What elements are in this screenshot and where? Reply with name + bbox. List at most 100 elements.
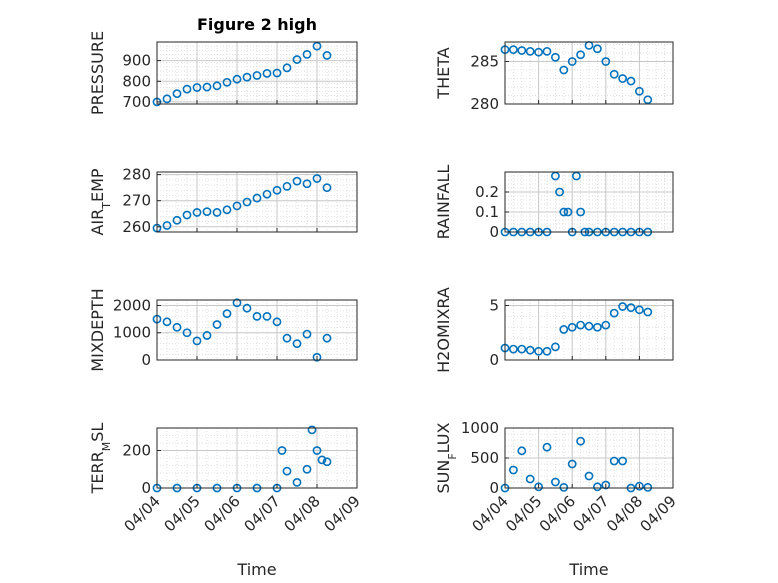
data-point	[601, 480, 611, 490]
data-point	[601, 57, 611, 66]
y-tick-label: 285	[470, 53, 499, 71]
data-point	[609, 308, 619, 318]
y-tick-label: 0	[141, 479, 151, 497]
x-tick-label: 04/08	[281, 492, 324, 535]
data-point	[292, 176, 302, 186]
data-point	[525, 474, 535, 484]
data-point	[282, 181, 292, 191]
data-point	[643, 307, 653, 317]
axes-pressure: 700 800 900 PRESSURE	[88, 31, 358, 115]
data-point	[317, 455, 327, 465]
data-point	[262, 69, 272, 78]
data-point	[302, 464, 312, 474]
y-tick-label: 5	[489, 296, 499, 314]
axes-box	[504, 171, 674, 233]
data-point	[576, 320, 585, 330]
data-point	[222, 77, 232, 87]
data-point	[307, 425, 317, 435]
data-point	[252, 311, 262, 321]
data-point	[282, 333, 292, 343]
x-tick-label: 04/06	[201, 492, 244, 535]
y-tick-label: 280	[470, 95, 499, 113]
data-point	[292, 477, 302, 487]
data-point	[277, 446, 287, 455]
data-point	[212, 208, 222, 217]
y-tick-label: 0	[141, 351, 151, 369]
x-tick-label: 04/04	[469, 492, 512, 535]
data-point	[635, 305, 644, 315]
data-point	[593, 322, 602, 332]
data-point	[222, 205, 232, 215]
data-point	[576, 436, 585, 446]
axes-root: 700 800 900 PRESSURE 280 285 THETA 260 270 280 AIR…	[88, 31, 680, 579]
data-point	[182, 84, 192, 94]
data-point	[584, 321, 594, 331]
data-point	[542, 442, 552, 452]
data-point	[202, 207, 212, 217]
data-point	[551, 477, 560, 487]
data-point	[593, 44, 602, 54]
axes-theta: 280 285 THETA	[434, 40, 674, 113]
data-point	[555, 187, 564, 197]
data-point	[635, 481, 644, 491]
y-tick-label: 2000	[113, 296, 151, 314]
data-point	[232, 298, 242, 308]
data-point	[559, 482, 569, 492]
data-point	[172, 215, 182, 225]
data-point	[162, 94, 172, 104]
y-tick-label: 1000	[113, 324, 151, 342]
axes-h2omixra: 0 5 H2OMIXRA	[434, 287, 674, 373]
x-axis-label: Time	[568, 560, 608, 579]
data-point	[643, 482, 653, 492]
x-tick-label: 04/05	[502, 492, 545, 535]
x-tick-label: 04/05	[161, 492, 204, 535]
x-tick-label: 04/07	[241, 492, 284, 535]
data-point	[322, 333, 332, 343]
data-point	[182, 210, 192, 220]
data-point	[272, 68, 282, 78]
y-tick-label: 700	[122, 93, 151, 111]
axes-box	[504, 299, 674, 361]
y-tick-label: 500	[470, 449, 499, 467]
axes-box	[504, 41, 674, 105]
data-point	[509, 344, 518, 354]
x-tick-label: 04/04	[121, 492, 164, 535]
data-point	[626, 303, 636, 313]
data-point	[576, 50, 585, 60]
data-point	[312, 174, 322, 183]
axes-air_temp: 260 270 280 AIRTEMP	[88, 166, 358, 236]
data-point	[212, 320, 222, 329]
y-tick-label: 260	[122, 218, 151, 236]
y-axis-label: TERRMSL	[88, 423, 113, 495]
data-point	[525, 345, 535, 355]
data-point	[202, 331, 212, 340]
axes-box	[156, 41, 358, 105]
y-axis-label: PRESSURE	[88, 31, 107, 115]
data-point	[302, 329, 312, 339]
data-point	[593, 482, 602, 492]
y-axis-label: THETA	[434, 47, 453, 99]
y-axis-label: RAINFALL	[434, 165, 453, 240]
data-point	[517, 344, 527, 354]
data-point	[626, 76, 636, 86]
axes-box	[156, 427, 358, 489]
data-point	[517, 46, 527, 55]
data-point	[322, 51, 332, 60]
x-tick-label: 04/09	[321, 492, 364, 535]
x-tick-label: 04/07	[569, 492, 612, 535]
data-point	[182, 328, 192, 338]
data-point	[322, 457, 332, 467]
data-point	[559, 65, 569, 75]
data-point	[601, 320, 611, 330]
x-tick-label: 04/06	[536, 492, 579, 535]
data-point	[232, 201, 242, 211]
data-point	[312, 352, 322, 362]
data-point	[609, 456, 619, 466]
data-point	[584, 471, 594, 481]
x-tick-label: 04/09	[637, 492, 680, 535]
data-point	[534, 47, 543, 57]
data-point	[252, 193, 262, 203]
data-point	[534, 346, 543, 356]
data-point	[312, 446, 322, 455]
